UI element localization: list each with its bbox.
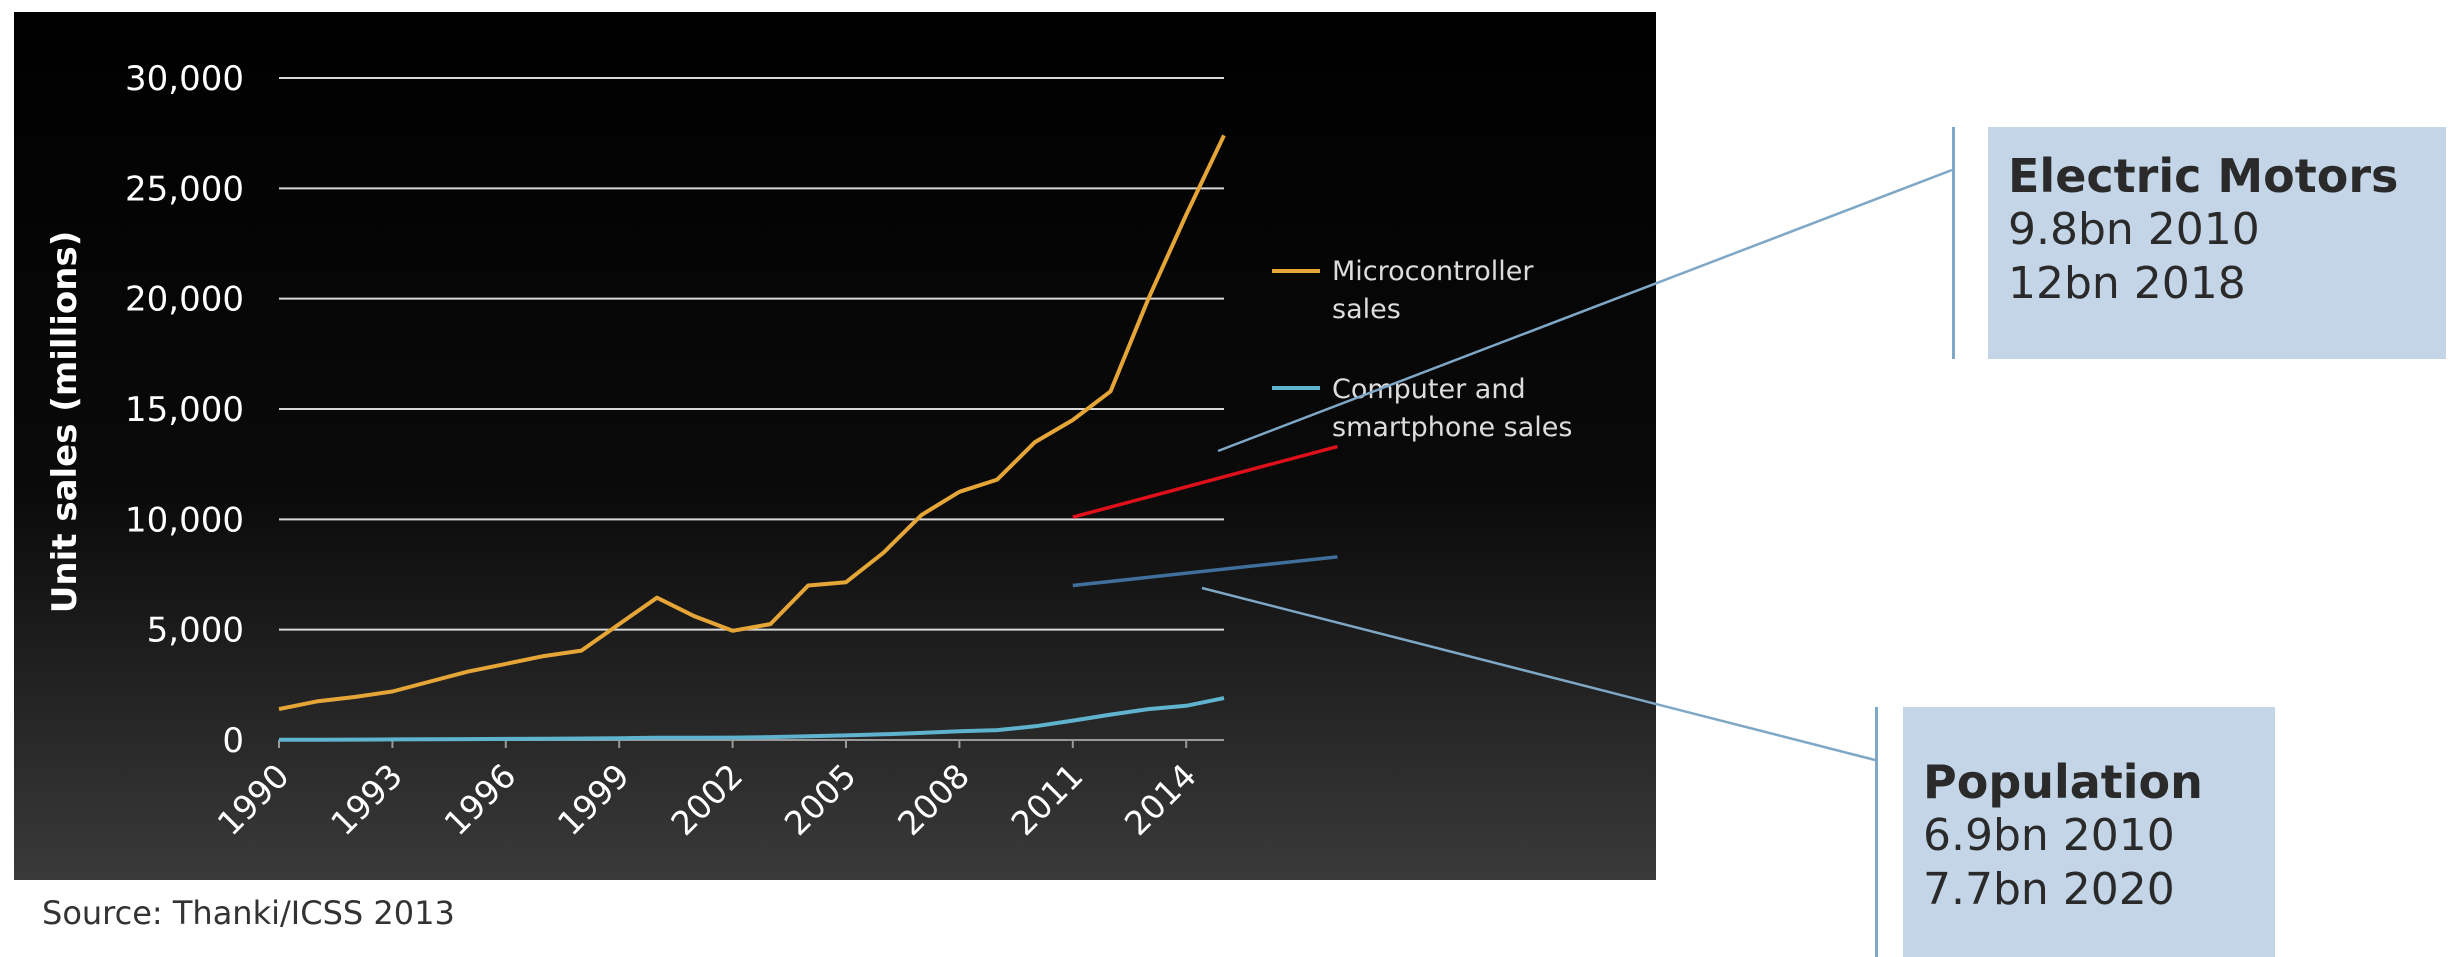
callout-title: Electric Motors [2008,149,2446,203]
callout-electric-motors: Electric Motors 9.8bn 2010 12bn 2018 [1988,127,2446,359]
callout-bracket-motors [1952,127,1955,359]
callout-bracket-population [1875,707,1878,957]
connector-population [1202,588,1875,760]
callout-population: Population 6.9bn 2010 7.7bn 2020 [1903,707,2275,957]
callout-title: Population [1923,755,2275,809]
connector-electric-motors [1218,170,1952,451]
source-note: Source: Thanki/ICSS 2013 [42,894,455,932]
callout-line: 12bn 2018 [2008,257,2446,311]
callout-line: 9.8bn 2010 [2008,203,2446,257]
callout-line: 7.7bn 2020 [1923,863,2275,917]
callout-line: 6.9bn 2010 [1923,809,2275,863]
